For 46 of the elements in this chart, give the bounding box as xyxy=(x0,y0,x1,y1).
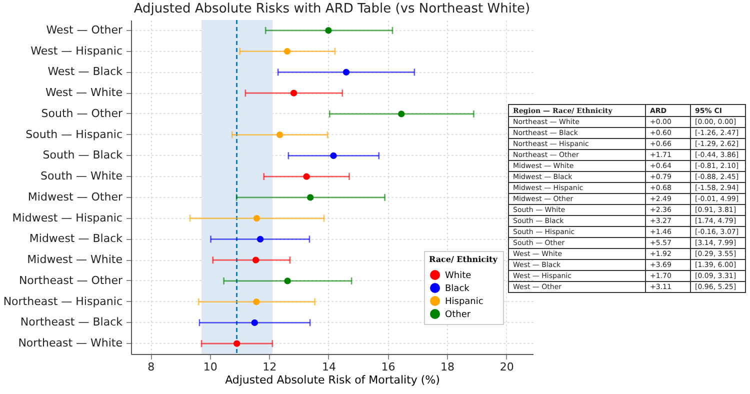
point xyxy=(284,278,291,284)
y-tick-label: South — Hispanic xyxy=(26,128,122,141)
point xyxy=(276,131,284,138)
x-tick-label: 16 xyxy=(381,360,396,374)
y-tick-label: Midwest — Black xyxy=(29,232,124,246)
x-tick-label: 20 xyxy=(500,360,514,374)
chart-title: Adjusted Absolute Risks with ARD Table (vs Northeast White) xyxy=(134,2,530,16)
x-tick-label: 10 xyxy=(203,360,218,374)
point xyxy=(252,256,260,264)
y-tick-label: Midwest — White xyxy=(27,253,123,266)
point xyxy=(325,27,332,34)
point xyxy=(253,298,260,306)
y-tick-label: Northeast — Black xyxy=(20,316,124,329)
x-tick-label: 12 xyxy=(262,360,277,374)
legend-label: White xyxy=(445,271,472,281)
y-tick-label: Midwest — Other xyxy=(28,190,123,204)
y-tick-label: West — Other xyxy=(46,23,123,36)
x-tick-label: 8 xyxy=(148,360,155,374)
y-tick-label: West — Black xyxy=(48,65,124,78)
y-tick-label: South — Black xyxy=(42,148,124,162)
point xyxy=(284,48,291,55)
y-tick-label: West — Hispanic xyxy=(30,44,122,58)
legend-label: Hispanic xyxy=(445,297,484,307)
legend-title: Race/ Ethnicity xyxy=(429,254,498,264)
point xyxy=(290,90,298,96)
point xyxy=(307,194,314,201)
x-axis-title: Adjusted Absolute Risk of Mortality (%) xyxy=(225,374,440,386)
y-tick-label: Northeast — White xyxy=(18,336,123,350)
y-tick-label: West — White xyxy=(45,86,123,100)
point xyxy=(251,319,258,326)
y-tick-label: Midwest — Hispanic xyxy=(12,211,122,224)
y-tick-label: South — Other xyxy=(41,106,123,120)
legend-label: Black xyxy=(445,284,470,294)
x-tick-label: 18 xyxy=(440,360,455,374)
point xyxy=(233,340,240,347)
y-tick-label: South — White xyxy=(40,170,123,183)
y-tick-label: Northeast — Hispanic xyxy=(3,294,122,308)
point xyxy=(303,173,310,180)
y-tick-label: Northeast — Other xyxy=(18,274,123,287)
point xyxy=(330,152,337,160)
x-tick-label: 14 xyxy=(322,360,336,374)
legend-label: Other xyxy=(445,310,471,320)
point xyxy=(342,68,350,76)
point xyxy=(398,110,405,118)
point xyxy=(256,236,264,243)
point xyxy=(253,214,260,222)
